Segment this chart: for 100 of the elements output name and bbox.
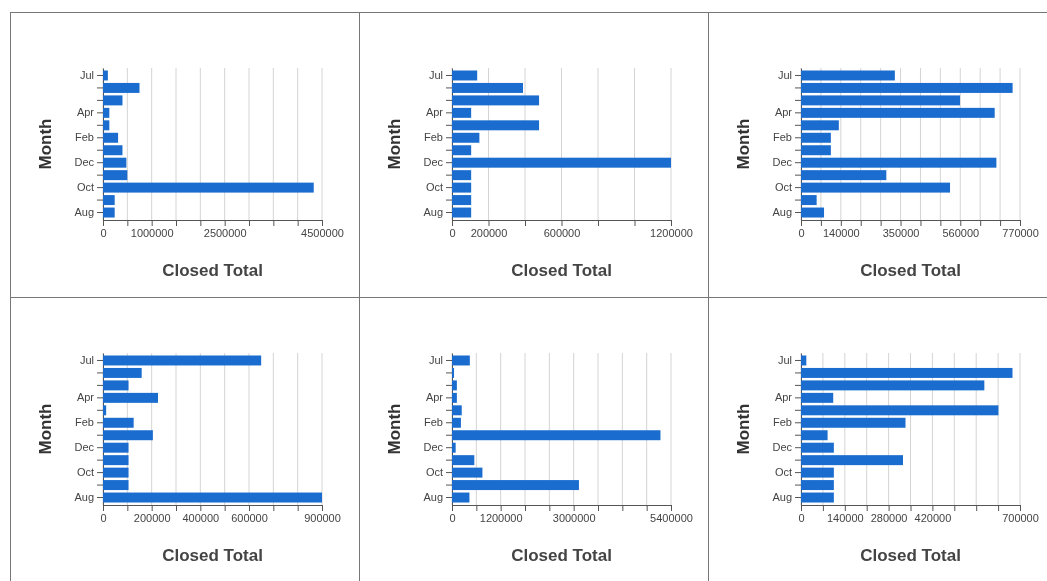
y-tick-label: Feb	[424, 131, 443, 144]
x-axis-title: Closed Total	[860, 546, 961, 565]
bar	[452, 145, 472, 156]
y-tick-label: Oct	[76, 466, 94, 479]
y-tick-label: Dec	[772, 156, 793, 169]
bar	[801, 207, 825, 218]
bar	[103, 132, 119, 143]
x-axis-title: Closed Total	[162, 546, 263, 565]
bar	[801, 467, 834, 478]
bar	[452, 455, 475, 466]
y-tick-label: Feb	[75, 416, 94, 429]
bar	[801, 170, 887, 181]
x-tick-label: 350000	[882, 226, 920, 239]
y-tick-label: Oct	[425, 181, 443, 194]
bar	[801, 417, 906, 428]
x-tick-label: 0	[100, 226, 107, 239]
bar	[103, 467, 129, 478]
bar	[452, 82, 523, 93]
bar	[801, 492, 834, 503]
y-tick-label: Apr	[774, 391, 793, 404]
x-tick-label: 200000	[470, 226, 508, 239]
y-tick-label: Dec	[423, 156, 444, 169]
x-axis-title: Closed Total	[511, 546, 612, 565]
bar	[801, 145, 831, 156]
y-tick-label: Oct	[425, 466, 443, 479]
bar	[801, 380, 985, 391]
bar	[103, 355, 262, 366]
y-tick-label: Aug	[772, 491, 792, 504]
x-tick-label: 600000	[543, 226, 581, 239]
bar	[801, 95, 960, 106]
y-axis-title: Month	[385, 403, 404, 455]
x-tick-label: 770000	[1002, 226, 1039, 239]
bar	[801, 120, 839, 131]
bar	[103, 442, 129, 453]
bar	[801, 182, 951, 193]
y-tick-label: Apr	[425, 106, 444, 119]
x-tick-label: 4500000	[301, 226, 344, 239]
bar	[801, 355, 807, 366]
y-tick-label: Dec	[74, 156, 95, 169]
bar	[801, 455, 903, 466]
bar	[103, 405, 107, 416]
y-tick-label: Dec	[74, 441, 95, 454]
y-axis-title: Month	[734, 118, 753, 170]
y-tick-label: Jul	[428, 69, 443, 81]
bar	[452, 182, 472, 193]
bar	[452, 380, 457, 391]
bar	[801, 480, 834, 491]
bar	[452, 170, 472, 181]
x-tick-label: 600000	[231, 511, 268, 524]
x-tick-label: 200000	[133, 511, 171, 524]
y-tick-label: Apr	[425, 391, 444, 404]
y-tick-label: Feb	[773, 131, 792, 144]
bar	[452, 70, 478, 81]
y-tick-label: Feb	[424, 416, 443, 429]
bar	[801, 132, 831, 143]
y-tick-label: Jul	[428, 354, 443, 366]
bar	[103, 195, 115, 206]
bar	[452, 195, 472, 206]
bar	[103, 430, 153, 441]
bar	[452, 480, 579, 491]
bar	[452, 442, 456, 453]
bar	[452, 405, 462, 416]
x-tick-label: 420000	[914, 511, 952, 524]
y-tick-label: Oct	[774, 466, 792, 479]
y-tick-label: Aug	[74, 206, 94, 219]
y-tick-label: Apr	[76, 391, 95, 404]
bar	[103, 145, 123, 156]
x-tick-label: 1200000	[479, 511, 523, 524]
y-tick-label: Oct	[774, 181, 792, 194]
y-tick-label: Jul	[777, 354, 792, 366]
y-tick-label: Oct	[76, 181, 94, 194]
bar	[103, 367, 142, 378]
bar	[452, 492, 470, 503]
bar	[103, 455, 129, 466]
y-tick-label: Aug	[423, 491, 443, 504]
x-tick-label: 700000	[1002, 511, 1039, 524]
bar	[103, 82, 140, 93]
bar	[103, 417, 134, 428]
bar	[103, 70, 108, 81]
bar	[801, 195, 817, 206]
bar	[452, 392, 457, 403]
bar	[801, 392, 834, 403]
x-axis-title: Closed Total	[162, 261, 263, 280]
bar	[103, 207, 115, 218]
y-axis-title: Month	[36, 118, 55, 170]
x-tick-label: 280000	[870, 511, 908, 524]
bar	[103, 107, 110, 118]
bar	[103, 480, 129, 491]
x-tick-label: 0	[798, 226, 805, 239]
bar	[801, 157, 997, 168]
bar	[452, 355, 470, 366]
bar	[801, 82, 1013, 93]
x-tick-label: 560000	[942, 226, 980, 239]
x-tick-label: 2500000	[203, 226, 247, 239]
bar	[801, 107, 995, 118]
y-tick-label: Jul	[79, 69, 94, 81]
bar	[103, 380, 129, 391]
y-tick-label: Jul	[79, 354, 94, 366]
x-axis-title: Closed Total	[860, 261, 961, 280]
bar	[103, 182, 314, 193]
